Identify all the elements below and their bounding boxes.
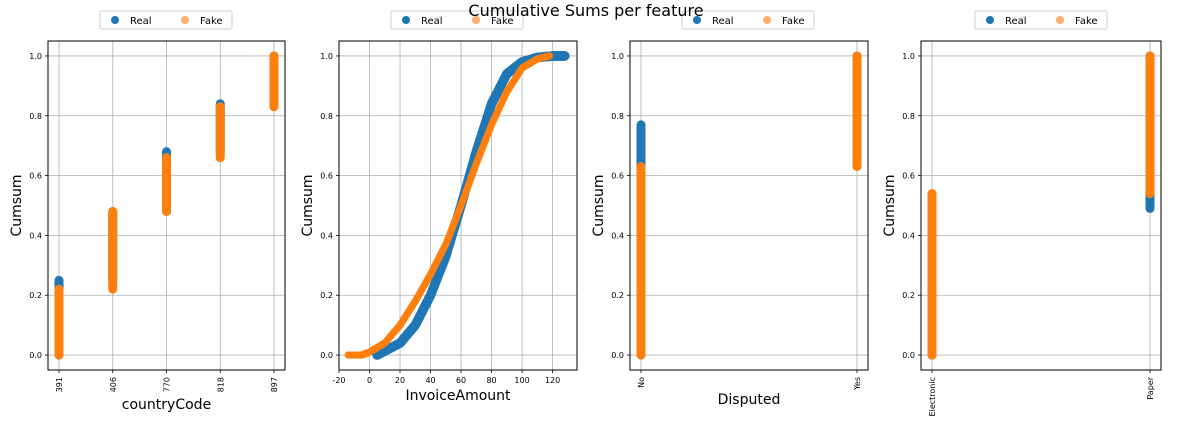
x-tick-label: 60 (456, 376, 466, 385)
legend-box (681, 10, 815, 30)
y-tick-label: 0.4 (29, 231, 42, 240)
x-tick-label: Electronic (928, 377, 937, 416)
y-tick-label: 0.6 (902, 172, 915, 181)
x-axis-label: countryCode (122, 397, 211, 413)
legend-box (974, 10, 1108, 30)
legend-label-real: Real (1005, 16, 1027, 27)
x-axis-label: InvoiceAmount (405, 388, 511, 404)
plot-area (54, 51, 279, 360)
y-tick-label: 0.6 (611, 172, 624, 181)
axes-frame (338, 40, 578, 371)
series-fake-point (545, 52, 554, 60)
series-real-point (559, 51, 570, 61)
plot-area (344, 51, 570, 360)
legend-label-fake: Fake (200, 16, 223, 27)
legend-box (390, 10, 524, 30)
y-tick-label: 0.0 (320, 351, 333, 360)
y-tick-label: 1.0 (29, 52, 42, 61)
x-tick-label: 40 (425, 376, 435, 385)
legend-marker-real (111, 16, 119, 24)
y-tick-label: 0.4 (320, 231, 333, 240)
legend-marker-fake (1056, 16, 1064, 24)
legend-marker-fake (472, 16, 480, 24)
y-axis-label: Cumsum (591, 174, 607, 236)
x-tick-label: 20 (395, 376, 405, 385)
legend-marker-real (402, 16, 410, 24)
legend-box (99, 10, 233, 30)
y-tick-label: 0.4 (902, 231, 915, 240)
y-tick-label: 0.2 (320, 291, 333, 300)
y-tick-label: 1.0 (320, 52, 333, 61)
y-tick-label: 0.4 (611, 231, 624, 240)
y-tick-label: 0.2 (29, 291, 42, 300)
x-tick-label: -20 (332, 376, 345, 385)
x-tick-label: Paper (1146, 376, 1155, 399)
legend-marker-real (986, 16, 994, 24)
legend-label-fake: Fake (782, 16, 805, 27)
y-tick-label: 0.8 (320, 112, 333, 121)
y-tick-label: 0.6 (320, 172, 333, 181)
x-tick-label: 80 (486, 376, 496, 385)
x-tick-label: 120 (545, 376, 560, 385)
x-axis-label: Disputed (718, 392, 781, 408)
x-tick-label: 391 (55, 377, 64, 392)
y-axis-label: Cumsum (882, 174, 898, 236)
legend-label-real: Real (421, 16, 443, 27)
x-tick-label: 770 (163, 377, 172, 392)
legend-label-real: Real (130, 16, 152, 27)
y-tick-label: 0.0 (611, 351, 624, 360)
y-tick-label: 1.0 (611, 52, 624, 61)
y-tick-label: 0.2 (611, 291, 624, 300)
y-tick-label: 1.0 (902, 52, 915, 61)
x-tick-label: No (637, 377, 646, 388)
y-tick-label: 0.0 (29, 351, 42, 360)
legend-label-fake: Fake (491, 16, 514, 27)
figure-title: Cumulative Sums per feature (468, 1, 703, 20)
y-tick-label: 0.0 (902, 351, 915, 360)
axes-frame (47, 40, 286, 371)
plot-area (927, 51, 1155, 360)
legend-marker-fake (181, 16, 189, 24)
x-tick-label: 818 (216, 377, 225, 392)
axes-frame (920, 40, 1162, 371)
x-tick-label: 406 (109, 377, 118, 392)
legend-label-fake: Fake (1075, 16, 1098, 27)
legend-marker-fake (763, 16, 771, 24)
axes-frame (629, 40, 869, 371)
y-tick-label: 0.2 (902, 291, 915, 300)
y-tick-label: 0.6 (29, 172, 42, 181)
x-tick-label: 100 (514, 376, 529, 385)
x-tick-label: 0 (367, 376, 372, 385)
y-axis-label: Cumsum (9, 174, 25, 236)
y-tick-label: 0.8 (611, 112, 624, 121)
legend-marker-real (693, 16, 701, 24)
x-tick-label: Yes (853, 377, 862, 391)
y-tick-label: 0.8 (902, 112, 915, 121)
y-tick-label: 0.8 (29, 112, 42, 121)
plot-area (636, 51, 862, 360)
x-tick-label: 897 (270, 377, 279, 392)
y-axis-label: Cumsum (300, 174, 316, 236)
legend-label-real: Real (712, 16, 734, 27)
